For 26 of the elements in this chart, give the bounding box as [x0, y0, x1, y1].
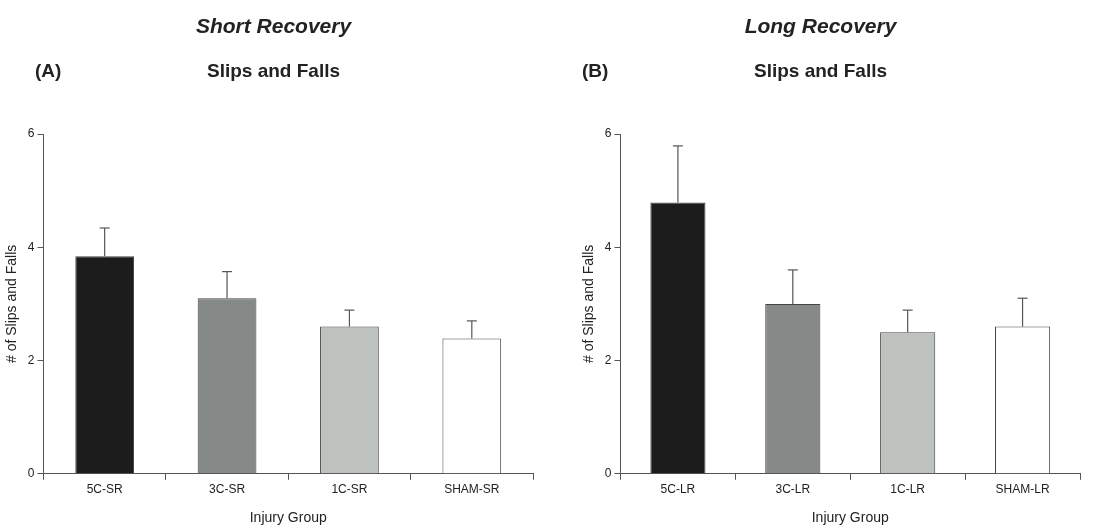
text: (B)	[582, 60, 609, 82]
y-tick-label: 4	[604, 239, 612, 254]
y-tick-label: 6	[27, 126, 35, 141]
chart-title: Short Recovery	[194, 14, 353, 38]
y-tick-label: 2	[27, 352, 35, 367]
chart-subtitle: Slips and Falls	[206, 60, 341, 81]
x-tick-label: SHAM-SR	[444, 482, 500, 497]
x-tick-label: 1C-LR	[890, 482, 926, 497]
x-tick-label: 3C-LR	[775, 482, 811, 497]
x-tick-label: 1C-SR	[331, 482, 368, 497]
y-tick-label: 6	[604, 126, 612, 141]
y-tick-label: 2	[604, 352, 612, 367]
chart-title: Long Recovery	[743, 14, 898, 38]
x-axis-title: Injury Group	[811, 509, 889, 526]
y-tick-label: 0	[604, 466, 612, 481]
chart-subtitle: Slips and Falls	[753, 60, 888, 81]
text: (A)	[35, 60, 62, 82]
y-tick-label: 0	[27, 466, 35, 481]
x-tick-label: 5C-SR	[86, 482, 123, 497]
y-tick-label: 4	[27, 239, 35, 254]
y-axis-title: # of Slips and Falls	[580, 244, 597, 364]
x-tick-label: 3C-SR	[209, 482, 246, 497]
y-axis-title: # of Slips and Falls	[3, 244, 20, 364]
x-axis-title: Injury Group	[249, 509, 327, 526]
x-tick-label: SHAM-LR	[995, 482, 1050, 497]
x-tick-label: 5C-LR	[660, 482, 696, 497]
